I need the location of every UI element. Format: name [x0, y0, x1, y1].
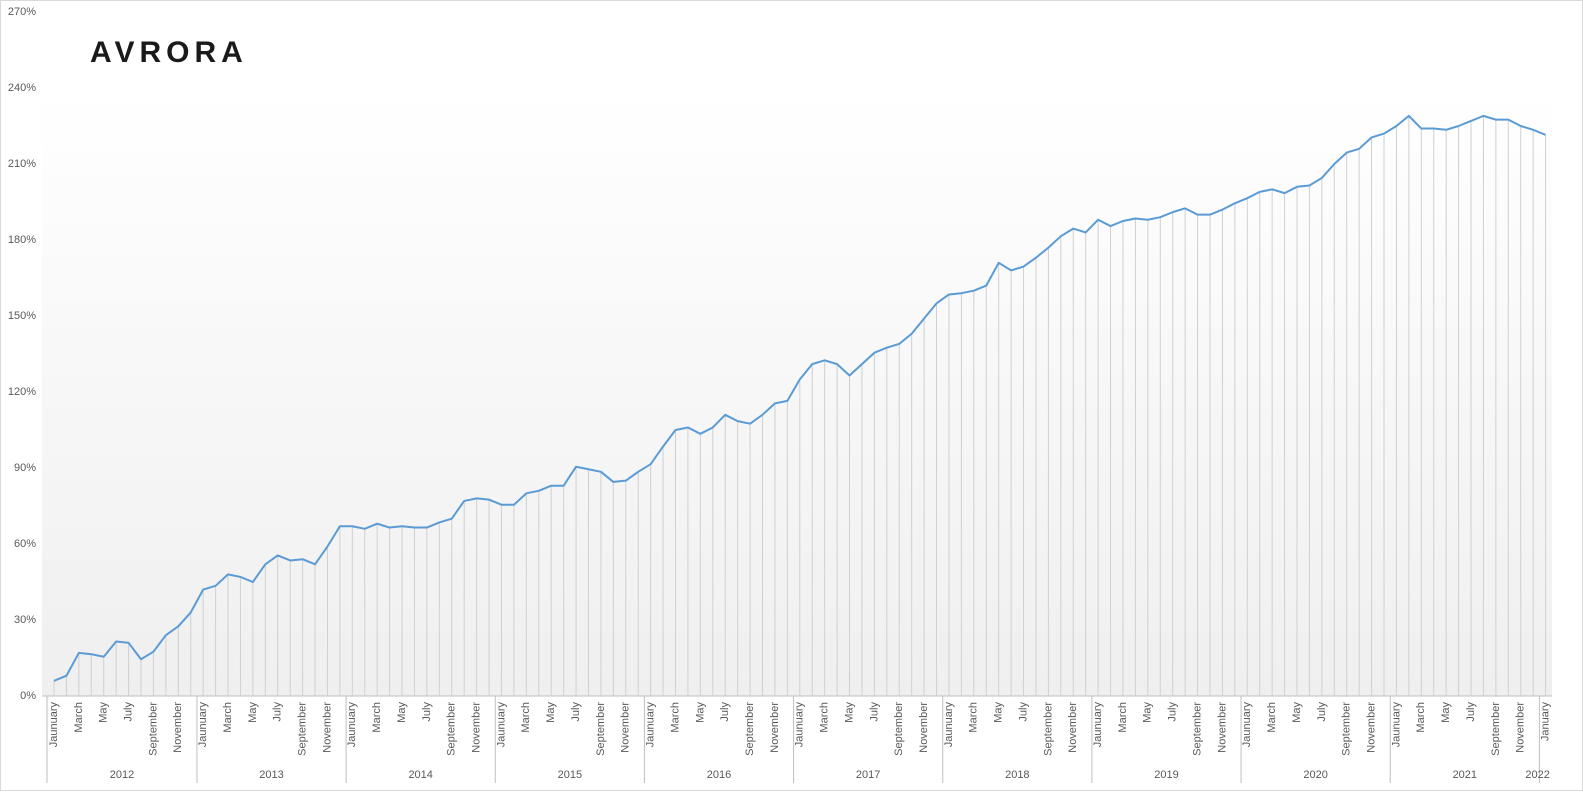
x-tick-label: July [421, 702, 433, 722]
x-tick-label: March [520, 702, 532, 733]
x-tick-label: July [868, 702, 880, 722]
group-label: 2014 [408, 769, 432, 781]
x-tick-label: May [993, 702, 1005, 723]
x-tick-label: November [1515, 702, 1527, 753]
x-tick-label: March [669, 702, 681, 733]
x-tick-label: Jaunuary [48, 702, 60, 748]
x-tick-label: November [1067, 702, 1079, 753]
x-tick-label: Jaunuary [1092, 702, 1104, 748]
x-tick-label: September [595, 702, 607, 756]
x-tick-label: November [918, 702, 930, 753]
x-tick-label: March [968, 702, 980, 733]
group-label: 2013 [259, 769, 283, 781]
x-tick-label: May [247, 702, 259, 723]
x-tick-label: September [446, 702, 458, 756]
x-tick-label: September [1191, 702, 1203, 756]
x-tick-label: September [744, 702, 756, 756]
x-tick-label: March [371, 702, 383, 733]
x-tick-label: Jaunuary [794, 702, 806, 748]
x-tick-label: September [1341, 702, 1353, 756]
x-tick-label: July [122, 702, 134, 722]
x-tick-label: March [73, 702, 85, 733]
y-tick-label: 30% [14, 614, 36, 626]
x-tick-label: May [1291, 702, 1303, 723]
x-tick-label: November [471, 702, 483, 753]
x-tick-label: January [1540, 702, 1552, 742]
group-label: 2021 [1453, 769, 1477, 781]
logo: AVRORA [90, 36, 248, 69]
group-label: 2020 [1303, 769, 1327, 781]
y-tick-label: 150% [8, 310, 36, 322]
group-label: 2012 [110, 769, 134, 781]
x-tick-label: November [620, 702, 632, 753]
y-tick-label: 270% [8, 6, 36, 18]
x-tick-label: September [1490, 702, 1502, 756]
y-tick-label: 60% [14, 538, 36, 550]
x-tick-label: May [545, 702, 557, 723]
x-tick-label: November [1216, 702, 1228, 753]
group-label: 2018 [1005, 769, 1029, 781]
plot-background [42, 90, 1552, 696]
line-series [53, 114, 1546, 682]
x-tick-label: July [570, 702, 582, 722]
x-tick-label: Jaunuary [943, 702, 955, 748]
group-label: 2016 [707, 769, 731, 781]
x-tick-label: May [843, 702, 855, 723]
x-tick-label: May [1142, 702, 1154, 723]
x-tick-label: July [1167, 702, 1179, 722]
y-tick-label: 180% [8, 234, 36, 246]
x-tick-label: March [1266, 702, 1278, 733]
x-tick-label: July [1316, 702, 1328, 722]
x-tick-label: November [769, 702, 781, 753]
y-tick-label: 90% [14, 462, 36, 474]
x-tick-label: July [1465, 702, 1477, 722]
x-tick-label: Jaunuary [1241, 702, 1253, 748]
x-tick-label: September [147, 702, 159, 756]
x-tick-label: July [272, 702, 284, 722]
group-label: 2015 [558, 769, 582, 781]
x-tick-label: May [98, 702, 110, 723]
y-tick-label: 210% [8, 158, 36, 170]
x-tick-label: November [1365, 702, 1377, 753]
x-tick-label: May [1440, 702, 1452, 723]
x-tick-label: May [396, 702, 408, 723]
x-tick-label: November [321, 702, 333, 753]
x-tick-label: July [719, 702, 731, 722]
y-tick-label: 240% [8, 82, 36, 94]
x-tick-label: Jaunuary [1390, 702, 1402, 748]
x-tick-label: March [222, 702, 234, 733]
x-tick-label: July [1017, 702, 1029, 722]
group-label: 2017 [856, 769, 880, 781]
x-tick-label: Jaunuary [197, 702, 209, 748]
x-tick-label: September [893, 702, 905, 756]
x-tick-label: Jaunuary [645, 702, 657, 748]
x-tick-label: September [297, 702, 309, 756]
group-label: 2019 [1154, 769, 1178, 781]
x-tick-label: September [1042, 702, 1054, 756]
x-tick-label: March [819, 702, 831, 733]
x-tick-label: Jaunuary [495, 702, 507, 748]
group-label: 2022 [1525, 769, 1549, 781]
x-tick-label: November [172, 702, 184, 753]
x-tick-label: March [1117, 702, 1129, 733]
y-tick-label: 120% [8, 386, 36, 398]
x-tick-label: Jaunuary [346, 702, 358, 748]
y-tick-label: 0% [20, 690, 36, 702]
x-tick-label: March [1415, 702, 1427, 733]
x-tick-label: May [694, 702, 706, 723]
